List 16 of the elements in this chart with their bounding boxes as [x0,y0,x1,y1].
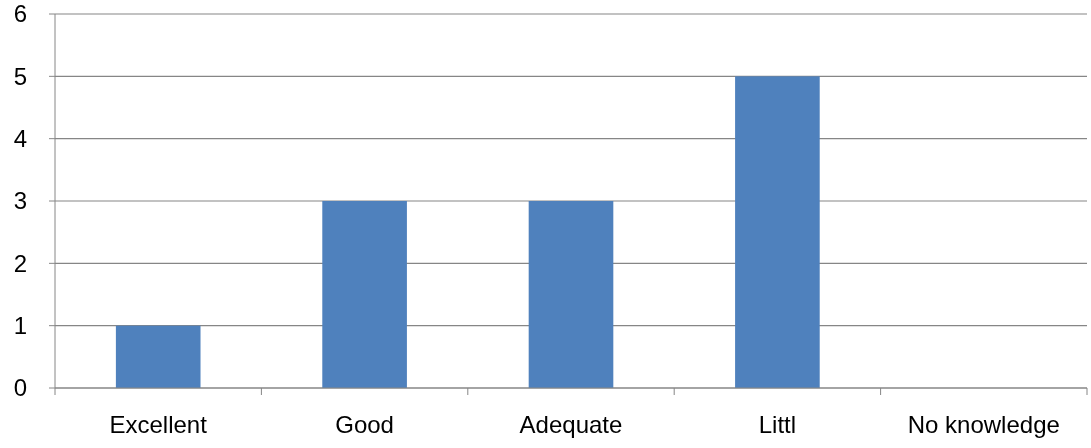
y-tick-label: 4 [13,125,27,153]
x-tick-label: Good [335,411,394,438]
bar [528,201,614,388]
bar [322,201,407,388]
y-tick-label: 2 [13,249,27,277]
y-tick-label: 0 [13,374,27,402]
bar [115,325,201,388]
x-tick-label: Adequate [519,411,623,438]
x-tick-label: Excellent [109,411,208,438]
x-tick-label: Littl [758,411,797,438]
bar [735,76,820,388]
y-tick-label: 3 [13,187,27,215]
y-tick-label: 6 [13,0,27,28]
x-tick-label: No knowledge [907,411,1060,438]
y-tick-label: 1 [13,312,27,340]
y-tick-label: 5 [13,62,27,90]
